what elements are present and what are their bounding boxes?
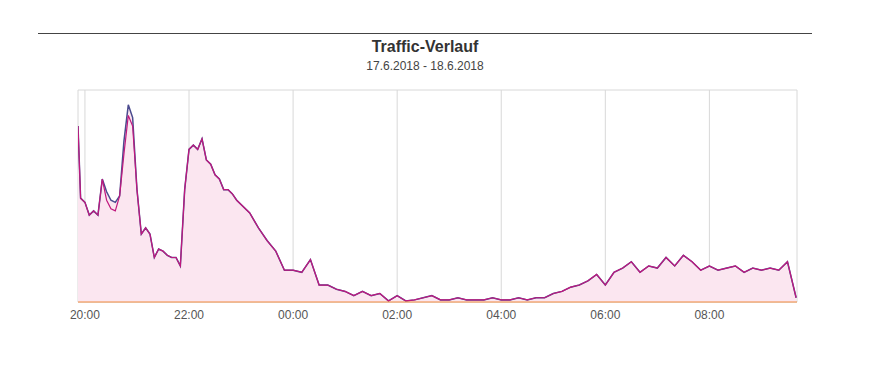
svg-text:06:00: 06:00	[590, 308, 620, 322]
svg-text:02:00: 02:00	[382, 308, 412, 322]
html-text:Traffic-Verlauf: Traffic-Verlauf	[371, 38, 479, 55]
svg-text:04:00: 04:00	[486, 308, 516, 322]
svg-text:00:00: 00:00	[278, 308, 308, 322]
svg-text:20:00: 20:00	[70, 308, 100, 322]
svg-text:22:00: 22:00	[174, 308, 204, 322]
svg-text:08:00: 08:00	[694, 308, 724, 322]
html-text:17.6.2018 - 18.6.2018: 17.6.2018 - 18.6.2018	[366, 59, 484, 73]
